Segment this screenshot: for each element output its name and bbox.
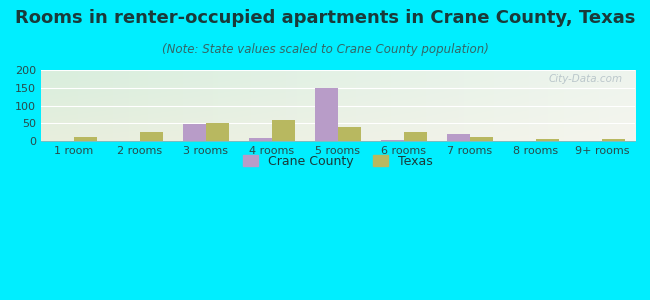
Text: City-Data.com: City-Data.com — [549, 74, 623, 84]
Bar — [206, 123, 229, 141]
Bar — [338, 127, 361, 141]
Bar — [272, 120, 295, 141]
Bar — [315, 88, 338, 141]
Legend: Crane County, Texas: Crane County, Texas — [240, 152, 436, 172]
Text: (Note: State values scaled to Crane County population): (Note: State values scaled to Crane Coun… — [162, 44, 488, 56]
Bar — [381, 140, 404, 141]
Bar — [140, 132, 163, 141]
Bar — [249, 138, 272, 141]
Bar — [183, 124, 206, 141]
Bar — [536, 139, 559, 141]
Bar — [404, 132, 427, 141]
Bar — [470, 137, 493, 141]
Bar — [602, 139, 625, 141]
Bar — [447, 134, 470, 141]
Bar — [74, 136, 97, 141]
Text: Rooms in renter-occupied apartments in Crane County, Texas: Rooms in renter-occupied apartments in C… — [15, 9, 635, 27]
